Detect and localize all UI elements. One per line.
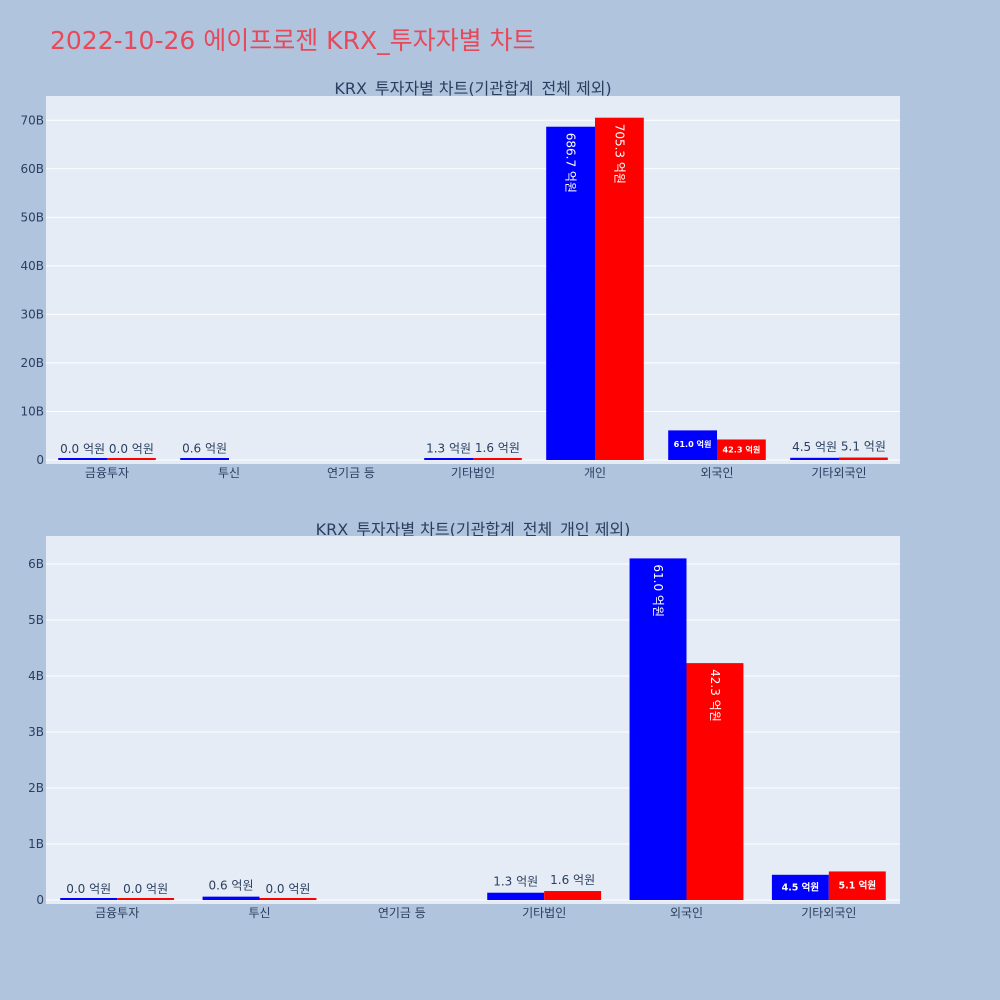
chart-top-data-label: 1.6 억원 xyxy=(475,441,520,455)
chart-bottom-data-label: 4.5 억원 xyxy=(782,882,820,894)
chart-bottom-x-tick-label: 투신 xyxy=(248,906,270,920)
chart-bottom-bar xyxy=(629,558,687,900)
chart-top-data-label: 1.3 억원 xyxy=(426,441,471,455)
chart-top-x-tick-label: 외국인 xyxy=(700,466,733,480)
chart-bottom-data-label: 61.0 억원 xyxy=(651,564,665,617)
chart-top-data-label: 42.3 억원 xyxy=(722,444,760,454)
chart-bottom-bar xyxy=(202,896,260,900)
chart-bottom-bar xyxy=(544,891,602,900)
chart-top-data-label: 61.0 억원 xyxy=(674,439,712,449)
chart-top-y-tick-label: 50B xyxy=(20,210,44,224)
chart-top-x-tick-label: 연기금 등 xyxy=(327,466,375,480)
chart-top-data-label: 686.7 억원 xyxy=(564,133,578,193)
chart-top-data-label: 705.3 억원 xyxy=(612,124,626,184)
chart-top-bar xyxy=(58,458,107,460)
chart-bottom-data-label: 0.6 억원 xyxy=(209,879,254,893)
chart-bottom-data-label: 0.0 억원 xyxy=(265,882,310,896)
chart-top-bar xyxy=(839,457,888,460)
chart-bottom-data-label: 1.3 억원 xyxy=(493,875,538,889)
chart-bottom-plot-area xyxy=(46,536,900,904)
chart-bottom-title: KRX_투자자별 차트(기관합계_전체_개인 제외) xyxy=(316,520,631,540)
chart-top-x-tick-label: 기타법인 xyxy=(451,466,495,480)
chart-top-y-tick-label: 10B xyxy=(20,404,44,418)
chart-bottom-bar xyxy=(828,871,886,900)
chart-bottom-x-tick-label: 기타법인 xyxy=(522,906,566,920)
chart-top-data-label: 0.6 억원 xyxy=(182,442,227,456)
chart-top-plot-area xyxy=(46,96,900,464)
chart-top-y-tick-label: 60B xyxy=(20,162,44,176)
chart-top-x-tick-label: 금융투자 xyxy=(85,466,129,480)
chart-bottom-y-tick-label: 5B xyxy=(28,613,44,627)
chart-bottom-bar xyxy=(487,892,545,900)
chart-bottom-y-tick-label: 6B xyxy=(28,557,44,571)
chart-bottom-x-tick-label: 기타외국인 xyxy=(801,906,856,920)
chart-top-bar xyxy=(790,457,839,460)
chart-top-y-tick-label: 20B xyxy=(20,356,44,370)
chart-bottom-x-tick-label: 외국인 xyxy=(670,906,703,920)
chart-bottom-data-label: 1.6 억원 xyxy=(550,873,595,887)
chart-bottom-y-tick-label: 2B xyxy=(28,781,44,795)
chart-top-data-label: 0.0 억원 xyxy=(60,442,105,456)
chart-bottom-data-label: 5.1 억원 xyxy=(839,880,877,892)
chart-top-bar xyxy=(595,117,644,460)
chart-top-bar xyxy=(546,126,595,460)
chart-top-data-label: 5.1 억원 xyxy=(841,440,886,454)
chart-top-y-tick-label: 70B xyxy=(20,113,44,127)
chart-top: KRX_투자자별 차트(기관합계_전체 제외) 0 10B 20B 30B 40B 50B… xyxy=(20,79,900,480)
chart-bottom-data-label: 0.0 억원 xyxy=(66,882,111,896)
chart-top-y-tick-label: 40B xyxy=(20,259,44,273)
chart-top-bar xyxy=(717,439,766,460)
chart-top-y-tick-label: 0 xyxy=(36,453,44,467)
chart-top-bar xyxy=(180,458,229,460)
chart-bottom-y-tick-label: 4B xyxy=(28,669,44,683)
chart-bottom-x-tick-label: 금융투자 xyxy=(95,906,139,920)
chart-bottom-x-tick-label: 연기금 등 xyxy=(378,906,426,920)
chart-bottom-bar xyxy=(259,898,317,900)
chart-bottom-data-label: 0.0 억원 xyxy=(123,882,168,896)
chart-top-bar xyxy=(668,430,717,460)
chart-top-y-tick-label: 30B xyxy=(20,307,44,321)
chart-top-x-tick-label: 투신 xyxy=(218,466,240,480)
chart-top-bar xyxy=(107,458,156,460)
chart-bottom-y-tick-label: 3B xyxy=(28,725,44,739)
chart-top-x-tick-label: 기타외국인 xyxy=(811,466,866,480)
chart-bottom-bar xyxy=(686,663,744,900)
chart-top-data-label: 4.5 억원 xyxy=(792,440,837,454)
chart-top-x-tick-label: 개인 xyxy=(584,466,606,480)
chart-bottom-bar xyxy=(60,898,118,900)
chart-bottom-y-tick-label: 0 xyxy=(36,893,44,907)
chart-bottom-bar xyxy=(771,874,829,900)
chart-top-title: KRX_투자자별 차트(기관합계_전체 제외) xyxy=(334,79,611,99)
chart-top-data-label: 0.0 억원 xyxy=(109,442,154,456)
chart-bottom-data-label: 42.3 억원 xyxy=(708,669,722,722)
chart-bottom: KRX_투자자별 차트(기관합계_전체_개인 제외) 0 1B 2B 3B 4B 5B 6B… xyxy=(28,520,900,920)
chart-top-bar xyxy=(424,458,473,460)
page-title: 2022-10-26 에이프로젠 KRX_투자자별 차트 xyxy=(50,26,536,55)
chart-top-bar xyxy=(473,458,522,460)
chart-bottom-bar xyxy=(117,898,175,900)
chart-bottom-y-tick-label: 1B xyxy=(28,837,44,851)
